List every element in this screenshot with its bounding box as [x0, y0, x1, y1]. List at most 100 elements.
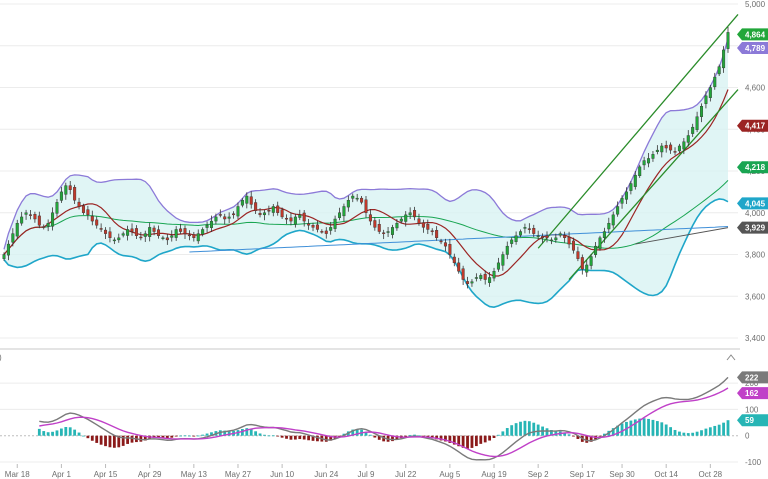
hist-bar-negative [585, 435, 589, 443]
candle-body-down [435, 230, 439, 239]
candle-body-up [514, 235, 518, 242]
candle-body-up [386, 231, 390, 233]
hist-bar-positive [68, 427, 72, 436]
hist-bar-negative [373, 435, 377, 438]
candle [439, 238, 443, 245]
macd-value-tags: 222 162 59 [737, 371, 768, 427]
candle-body-up [201, 229, 205, 235]
candle [342, 203, 346, 222]
candle-body-down [324, 230, 328, 234]
candle [324, 227, 328, 239]
candle [602, 227, 606, 243]
candle [421, 219, 425, 233]
hist-bar-positive [249, 429, 253, 436]
candle-body-up [298, 214, 302, 218]
candle [99, 223, 103, 232]
candle-body-down [576, 251, 580, 259]
macd-grid [0, 382, 738, 463]
hist-bar-negative [483, 435, 487, 443]
candle-body-down [187, 234, 191, 237]
candle-body-down [448, 244, 452, 255]
hist-bar-positive [210, 432, 213, 436]
hist-bar-positive [263, 434, 266, 436]
candle-body-down [42, 226, 46, 228]
candle-body-up [616, 206, 620, 215]
candle-body-up [112, 239, 116, 242]
hist-bar-positive [695, 431, 699, 436]
hist-bar-negative [439, 435, 443, 441]
x-tick-label: Aug 5 [439, 470, 460, 479]
candle-body-up [46, 222, 50, 227]
x-tick-label: Sep 17 [570, 470, 596, 479]
candle [501, 251, 505, 271]
candle [514, 231, 518, 245]
candle-body-up [602, 231, 606, 239]
x-tick-label: May 27 [225, 470, 252, 479]
hist-bar-positive [417, 435, 421, 437]
candle [686, 130, 690, 147]
candle [430, 228, 434, 236]
y-tick-label: 3,400 [745, 334, 766, 343]
hist-bar-negative [143, 435, 147, 441]
candle-body-up [399, 218, 403, 222]
tag-label: 162 [745, 389, 759, 398]
candle [620, 195, 624, 209]
candle [558, 231, 562, 238]
tag-label: 222 [745, 373, 759, 382]
hist-bar-negative [444, 435, 447, 442]
hist-bar-positive [258, 433, 262, 436]
candle-body-down [315, 224, 319, 230]
hist-bar-positive [245, 428, 249, 436]
hist-bar-positive [545, 428, 549, 436]
candle [642, 156, 646, 170]
candle [112, 237, 116, 245]
hist-bar-positive [408, 434, 412, 436]
candle [271, 203, 275, 217]
candle-body-up [6, 243, 10, 256]
tag-bg [737, 197, 768, 210]
candle [15, 219, 19, 240]
candlestick-series [2, 26, 730, 289]
candle [130, 223, 134, 236]
candle [117, 233, 121, 243]
candle [585, 260, 589, 277]
hist-bar-positive [655, 421, 659, 436]
candle-body-down [364, 199, 368, 213]
candle-body-up [708, 87, 712, 98]
candle [121, 231, 125, 238]
candle-body-down [95, 219, 99, 226]
candle [227, 212, 231, 223]
x-tick-label: Jul 9 [358, 470, 375, 479]
candle [417, 213, 421, 226]
collapse-chevron-icon[interactable] [726, 354, 736, 361]
candle-body-down [302, 212, 306, 222]
candle-body-up [51, 212, 55, 227]
candle-body-down [192, 234, 196, 239]
x-tick-label: Sep 2 [528, 470, 549, 479]
candle-body-down [567, 236, 571, 245]
candle [81, 203, 85, 215]
candle-body-down [73, 187, 77, 201]
candle [549, 237, 553, 245]
candle-body-up [677, 145, 681, 152]
hist-bar-positive [501, 431, 505, 436]
hist-bar-negative [572, 435, 575, 437]
candle [624, 187, 628, 204]
x-tick-label: Apr 29 [138, 470, 162, 479]
candle [201, 227, 205, 237]
histogram-value-tag: 59 [737, 414, 768, 427]
hist-bar-negative [452, 435, 456, 445]
hist-bar-negative [470, 435, 474, 448]
candle [413, 206, 417, 221]
candle [726, 26, 730, 53]
candle [307, 219, 311, 230]
candle-body-up [355, 197, 359, 200]
hist-bar-positive [633, 419, 637, 436]
hist-bar-negative [391, 435, 394, 442]
macd-y-axis: -100 0 100 200 [745, 379, 762, 467]
candle [157, 225, 161, 239]
candle [285, 214, 289, 225]
candle [262, 209, 266, 221]
candle [466, 276, 470, 289]
